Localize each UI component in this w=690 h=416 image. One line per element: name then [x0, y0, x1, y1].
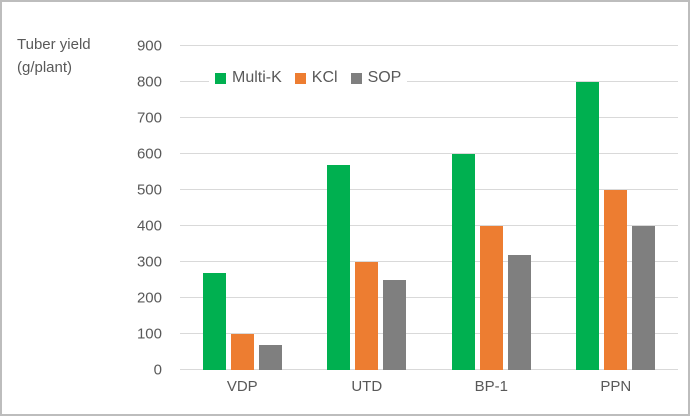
y-tick-label-100: 100 — [136, 325, 162, 343]
bar-SOP-UTD — [383, 280, 407, 370]
legend-label: KCl — [311, 69, 338, 86]
x-category-label-VDP: VDP — [226, 378, 258, 395]
y-tick-label-700: 700 — [136, 109, 162, 127]
y-axis-title: Tuber yield (g/plant) — [17, 33, 91, 79]
bar-SOP-PPN — [632, 226, 656, 370]
y-tick-label-400: 400 — [136, 217, 162, 235]
x-category-label-UTD: UTD — [351, 378, 383, 395]
plot-area — [180, 45, 678, 370]
bar-group-PPN — [554, 46, 679, 370]
legend-item-KCl: KCl — [294, 69, 338, 87]
bar-group-VDP — [180, 46, 305, 370]
y-tick-label-900: 900 — [136, 37, 162, 55]
legend-swatch-icon — [215, 72, 226, 84]
gridline-0 — [180, 369, 678, 370]
gridline-600 — [180, 153, 678, 154]
legend-item-Multi-K: Multi-K — [215, 69, 282, 87]
y-tick-label-0: 0 — [153, 361, 162, 379]
bar-KCl-UTD — [355, 262, 379, 370]
gridline-200 — [180, 297, 678, 299]
bar-group-UTD — [305, 46, 430, 370]
bar-Multi-K-UTD — [327, 164, 351, 370]
gridline-800 — [180, 81, 678, 83]
bar-KCl-PPN — [604, 190, 628, 370]
bar-KCl-VDP — [230, 334, 254, 370]
bar-groups — [180, 46, 678, 370]
bar-KCl-BP-1 — [479, 226, 503, 370]
x-axis-category-labels: VDP UTD BP-1 PPN — [180, 378, 678, 395]
y-axis-title-line-1: Tuber yield — [17, 36, 91, 53]
gridline-500 — [180, 189, 678, 190]
bar-Multi-K-PPN — [576, 82, 600, 370]
y-axis-tick-labels: 0 100 200 300 400 500 600 700 800 900 — [2, 38, 162, 379]
legend-swatch-icon — [350, 72, 362, 84]
y-tick-label-800: 800 — [136, 73, 162, 91]
y-tick-label-500: 500 — [136, 181, 162, 199]
y-tick-label-200: 200 — [136, 289, 162, 307]
x-category-label-PPN: PPN — [600, 378, 632, 395]
bar-SOP-BP-1 — [507, 254, 531, 370]
legend: Multi-K KCl SOP — [209, 65, 408, 91]
x-category-label-BP-1: BP-1 — [474, 378, 508, 395]
y-tick-label-600: 600 — [136, 145, 162, 163]
legend-label: SOP — [367, 69, 402, 86]
legend-label: Multi-K — [232, 69, 282, 86]
legend-swatch-icon — [294, 72, 306, 84]
bar-group-BP-1 — [429, 46, 554, 370]
y-tick-label-300: 300 — [136, 253, 162, 271]
gridline-400 — [180, 225, 678, 227]
gridline-700 — [180, 117, 678, 118]
bar-SOP-VDP — [258, 344, 282, 370]
bar-Multi-K-VDP — [202, 272, 226, 370]
gridline-300 — [180, 261, 678, 262]
bar-Multi-K-BP-1 — [451, 154, 475, 370]
gridline-100 — [180, 333, 678, 335]
legend-item-SOP: SOP — [350, 69, 402, 87]
gridline-900 — [180, 45, 678, 46]
y-axis-title-line-2: (g/plant) — [17, 59, 73, 76]
